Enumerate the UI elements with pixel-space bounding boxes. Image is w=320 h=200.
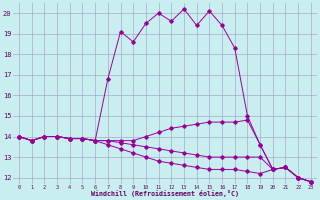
X-axis label: Windchill (Refroidissement éolien,°C): Windchill (Refroidissement éolien,°C)	[91, 190, 239, 197]
